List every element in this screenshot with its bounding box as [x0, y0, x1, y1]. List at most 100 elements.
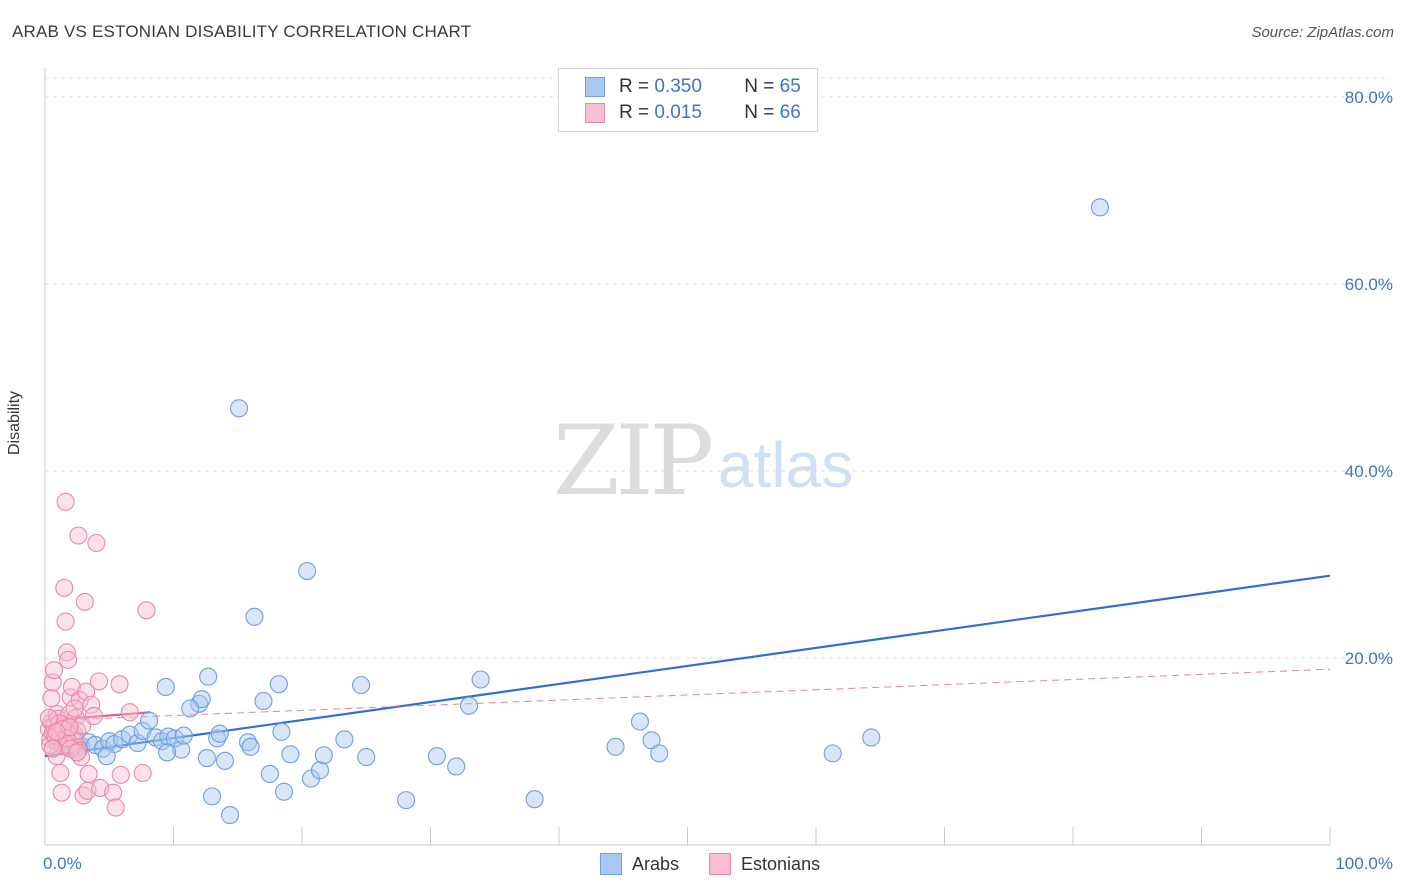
point-arabs [606, 737, 625, 756]
legend-r-value: 0.015 [654, 102, 702, 123]
point-estonians [106, 798, 125, 817]
point-estonians [84, 706, 103, 726]
point-estonians [51, 763, 70, 783]
stats-legend: R = 0.350 N = 65 R = 0.015 N = 66 [558, 68, 818, 132]
point-arabs [210, 724, 229, 743]
legend-row-estonians: R = 0.015 N = 66 [585, 101, 801, 125]
data-points [39, 198, 1110, 825]
axes [44, 68, 1331, 846]
trend-line-arabs [44, 574, 1331, 758]
point-arabs [215, 751, 234, 770]
point-estonians [55, 578, 74, 597]
y-tick-label: 60.0% [1345, 275, 1393, 294]
legend-label-estonians: Estonians [741, 853, 821, 874]
point-arabs [241, 737, 260, 756]
point-estonians [39, 708, 58, 727]
point-arabs [174, 726, 193, 745]
point-estonians [44, 661, 64, 680]
chart-title: ARAB VS ESTONIAN DISABILITY CORRELATION … [12, 22, 472, 41]
point-estonians [133, 763, 152, 783]
point-arabs [158, 743, 177, 762]
point-arabs [229, 399, 249, 418]
legend-r-label: R = [619, 102, 650, 123]
point-estonians [57, 643, 76, 662]
chart-source: Source: ZipAtlas.com [1251, 24, 1394, 41]
point-estonians [120, 703, 139, 722]
point-arabs [220, 806, 240, 825]
point-estonians [87, 533, 106, 553]
point-arabs [525, 790, 544, 809]
point-arabs [203, 787, 222, 806]
point-arabs [254, 691, 273, 711]
point-estonians [110, 675, 129, 694]
point-arabs [260, 764, 279, 783]
series-legend: Arabs Estonians [600, 852, 850, 876]
y-tick-label: 40.0% [1345, 462, 1393, 481]
legend-item-arabs: Arabs [600, 853, 679, 875]
point-estonians [111, 765, 130, 784]
legend-swatch-estonians [585, 103, 605, 123]
point-arabs [459, 696, 479, 715]
point-arabs [190, 694, 209, 713]
legend-r-label: R = [619, 76, 650, 97]
legend-label-arabs: Arabs [632, 853, 680, 874]
point-arabs [197, 748, 216, 768]
point-estonians [59, 650, 78, 669]
y-tick-label: 20.0% [1345, 649, 1393, 668]
point-arabs [427, 747, 446, 766]
point-arabs [272, 722, 291, 741]
point-arabs [245, 607, 264, 626]
point-estonians [69, 526, 88, 545]
point-arabs [128, 734, 147, 753]
point-estonians [47, 722, 66, 741]
point-arabs [172, 740, 191, 759]
legend-r-value: 0.350 [654, 76, 702, 97]
legend-swatch-estonians [709, 853, 732, 875]
y-tick-label: 80.0% [1345, 88, 1393, 107]
point-estonians [137, 601, 156, 620]
point-arabs [471, 670, 490, 689]
point-arabs [208, 729, 227, 748]
point-estonians [75, 592, 94, 611]
x-tick-label: 0.0% [43, 854, 82, 873]
point-arabs [274, 782, 294, 801]
point-arabs [650, 744, 669, 763]
point-arabs [298, 561, 317, 581]
trend-dashed-estonians [44, 668, 1331, 722]
point-estonians [43, 739, 62, 758]
trend-lines [44, 574, 1331, 758]
point-arabs [97, 747, 116, 766]
point-arabs [352, 676, 371, 695]
point-estonians [56, 612, 75, 631]
x-tick-label: 100.0% [1335, 854, 1393, 873]
point-arabs [281, 745, 300, 764]
point-arabs [159, 727, 178, 746]
legend-row-arabs: R = 0.350 N = 65 [585, 75, 801, 99]
point-estonians [66, 708, 85, 727]
point-estonians [89, 672, 109, 691]
grid-lines [45, 77, 1390, 659]
point-arabs [357, 748, 376, 767]
point-estonians [52, 783, 71, 802]
point-arabs [397, 791, 416, 810]
legend-n-value: 66 [779, 102, 801, 123]
legend-item-estonians: Estonians [709, 853, 820, 875]
point-arabs [335, 730, 354, 749]
legend-n-label: N = [744, 102, 775, 123]
legend-swatch-arabs [585, 77, 605, 97]
watermark-zip: ZIP [553, 405, 714, 517]
legend-swatch-arabs [600, 853, 622, 875]
point-estonians [104, 783, 123, 802]
point-arabs [199, 667, 218, 686]
point-arabs [310, 761, 330, 780]
point-estonians [56, 492, 75, 511]
point-estonians [65, 699, 84, 718]
watermark-atlas: atlas [718, 429, 854, 501]
point-arabs [823, 744, 842, 763]
point-estonians [68, 743, 87, 762]
legend-n-value: 65 [779, 76, 801, 97]
point-arabs [447, 757, 466, 776]
point-arabs [140, 711, 159, 730]
point-arabs [630, 712, 650, 731]
